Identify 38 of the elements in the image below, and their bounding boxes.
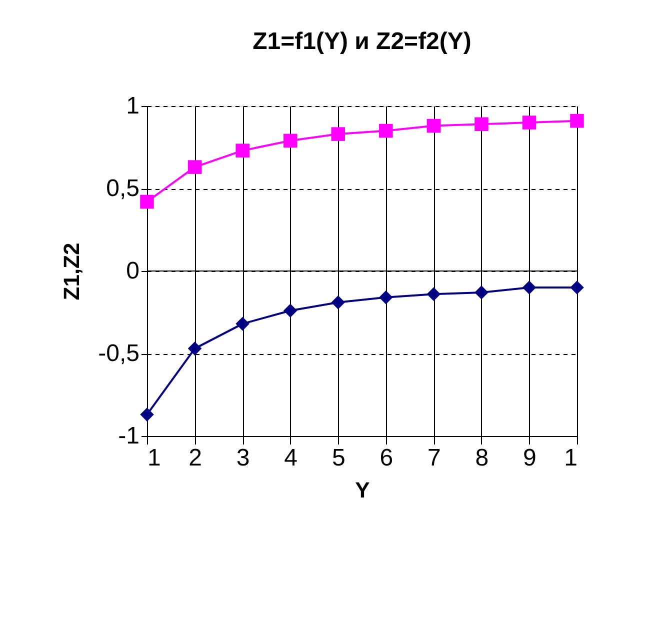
chart-title: Z1=f1(Y) и Z2=f2(Y) [252,28,472,55]
y-tick-label: 1 [126,92,140,120]
x-tick-label: 7 [427,444,441,472]
y-tick-label: -0,5 [98,340,140,367]
point [378,124,393,138]
x-tick-label: 5 [332,444,346,472]
point [331,295,346,310]
point [474,286,488,300]
point [236,316,250,331]
point [426,287,441,301]
x-tick-label: 3 [236,444,250,472]
y-axis-title: Z1,Z2 [59,242,84,300]
point [140,194,154,209]
x-tick-label: 1 [148,444,161,472]
x-tick-label: 6 [380,444,394,472]
x-axis-title: Y [355,478,370,502]
point [283,134,298,148]
x-tick-label: 4 [284,444,298,472]
point [426,118,441,133]
point [474,117,488,132]
point [522,116,536,130]
point [236,144,250,158]
point [331,127,346,141]
y-tick-label: 0 [126,258,140,284]
point [522,280,536,294]
x-tick-label: 2 [188,444,202,472]
x-tick-label: 1 [564,444,578,472]
point [570,280,584,294]
point [188,342,202,356]
point [570,114,584,128]
point [140,408,154,422]
point [378,290,393,304]
y-tick-label: 0,5 [106,175,140,202]
x-tick-label: 8 [475,444,489,472]
y-tick-label: -1 [118,422,140,450]
point [283,304,298,318]
point [188,160,202,174]
x-tick-label: 9 [523,444,536,472]
